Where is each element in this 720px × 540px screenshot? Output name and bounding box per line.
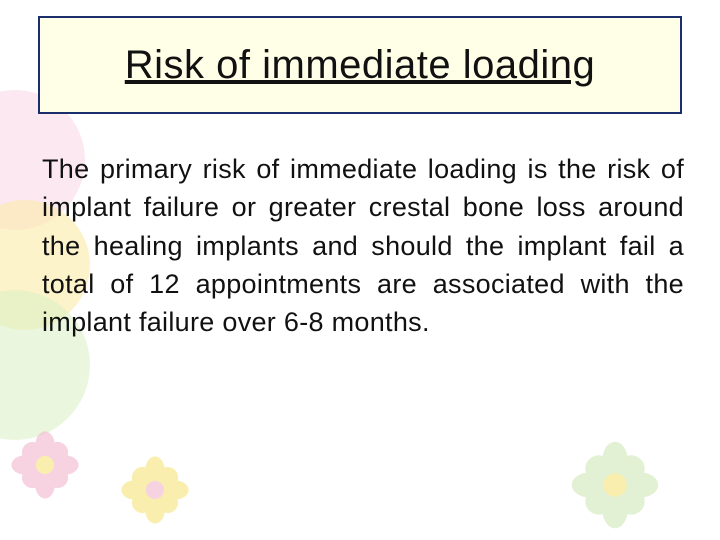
- slide-title: Risk of immediate loading: [125, 43, 596, 88]
- flower-icon: [120, 455, 190, 525]
- body-container: The primary risk of immediate loading is…: [42, 150, 684, 342]
- slide-body-text: The primary risk of immediate loading is…: [42, 150, 684, 342]
- flower-icon: [10, 430, 80, 500]
- title-container: Risk of immediate loading: [38, 16, 682, 114]
- flower-icon: [570, 440, 660, 530]
